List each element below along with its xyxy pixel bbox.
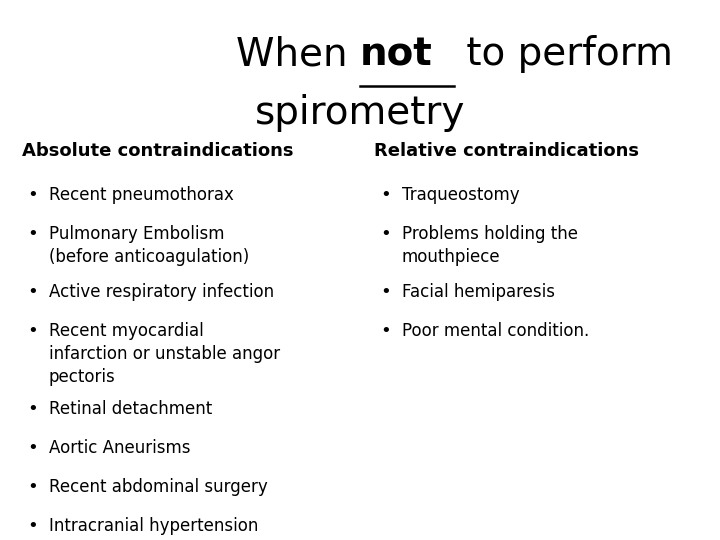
Text: Intracranial hypertension: Intracranial hypertension xyxy=(49,517,258,535)
Text: •: • xyxy=(27,186,37,204)
Text: Pulmonary Embolism
(before anticoagulation): Pulmonary Embolism (before anticoagulati… xyxy=(49,225,249,266)
Text: to perform: to perform xyxy=(454,35,672,73)
Text: Relative contraindications: Relative contraindications xyxy=(374,142,639,160)
Text: •: • xyxy=(27,322,37,340)
Text: •: • xyxy=(27,517,37,535)
Text: •: • xyxy=(27,284,37,301)
Text: Active respiratory infection: Active respiratory infection xyxy=(49,284,274,301)
Text: •: • xyxy=(27,478,37,496)
Text: When: When xyxy=(236,35,360,73)
Text: spirometry: spirometry xyxy=(255,94,465,132)
Text: Recent pneumothorax: Recent pneumothorax xyxy=(49,186,234,204)
Text: •: • xyxy=(27,439,37,457)
Text: Poor mental condition.: Poor mental condition. xyxy=(402,322,589,340)
Text: •: • xyxy=(380,284,390,301)
Text: Problems holding the
mouthpiece: Problems holding the mouthpiece xyxy=(402,225,577,266)
Text: •: • xyxy=(27,400,37,418)
Text: •: • xyxy=(380,322,390,340)
Text: Facial hemiparesis: Facial hemiparesis xyxy=(402,284,554,301)
Text: not: not xyxy=(360,35,433,73)
Text: Absolute contraindications: Absolute contraindications xyxy=(22,142,293,160)
Text: •: • xyxy=(380,186,390,204)
Text: Traqueostomy: Traqueostomy xyxy=(402,186,519,204)
Text: Recent abdominal surgery: Recent abdominal surgery xyxy=(49,478,268,496)
Text: Retinal detachment: Retinal detachment xyxy=(49,400,212,418)
Text: •: • xyxy=(27,225,37,243)
Text: •: • xyxy=(380,225,390,243)
Text: Aortic Aneurisms: Aortic Aneurisms xyxy=(49,439,191,457)
Text: Recent myocardial
infarction or unstable angor
pectoris: Recent myocardial infarction or unstable… xyxy=(49,322,280,386)
